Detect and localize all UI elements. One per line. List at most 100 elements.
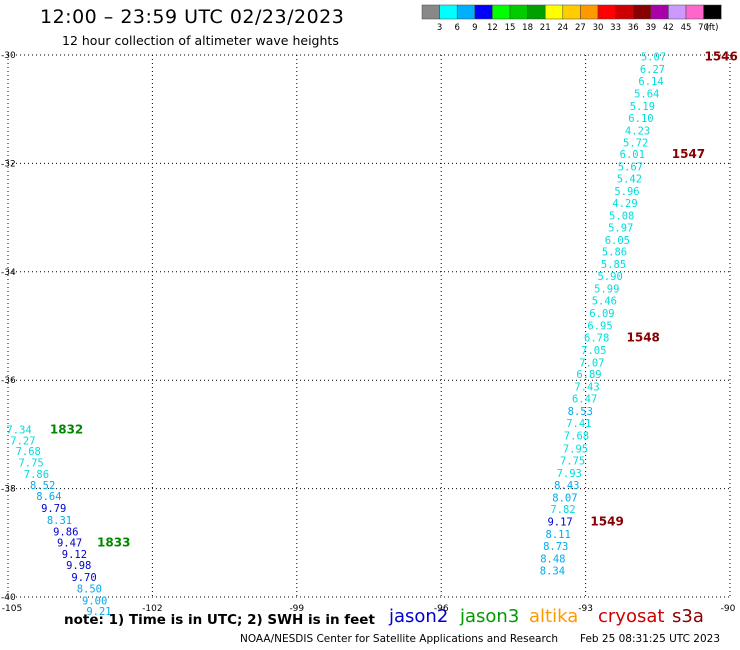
swh-point: 9.21: [86, 606, 111, 618]
swh-point: 5.90: [597, 271, 622, 283]
swh-point: 4.29: [612, 198, 637, 210]
colorbar-label: 27: [575, 23, 586, 33]
colorbar-label: 15: [505, 23, 516, 33]
colorbar-swatch: [474, 4, 493, 20]
swh-point: 4.23: [625, 125, 650, 137]
swh-point: 5.64: [634, 88, 659, 100]
colorbar-swatch: [421, 4, 440, 20]
swh-point: 5.85: [601, 259, 626, 271]
swh-point: 8.43: [554, 480, 579, 492]
swh-point: 7.95: [563, 443, 588, 455]
swh-point: 9.98: [66, 560, 91, 572]
swh-point: 7.27: [10, 435, 35, 447]
swh-point: 7.68: [564, 430, 589, 442]
colorbar-label: 36: [628, 23, 639, 33]
swh-point: 6.14: [638, 76, 663, 88]
swh-point: 5.42: [617, 174, 642, 186]
time-label: 1832: [50, 423, 83, 437]
colorbar-swatch: [527, 4, 546, 20]
x-tick-label: -105: [2, 604, 22, 614]
swh-point: 6.89: [576, 369, 601, 381]
swh-point: 9.79: [41, 503, 66, 515]
swh-point: 5.08: [609, 210, 634, 222]
swh-point: 6.95: [587, 320, 612, 332]
swh-point: 8.34: [540, 565, 565, 577]
footer-note: note: 1) Time is in UTC; 2) SWH is in fe…: [64, 612, 375, 628]
y-tick-label: -40: [1, 593, 16, 603]
colorbar-swatch: [685, 4, 704, 20]
swh-point: 8.73: [543, 541, 568, 553]
swh-point: 9.12: [62, 549, 87, 561]
swh-point: 6.78: [584, 332, 609, 344]
swh-point: 9.17: [547, 517, 572, 529]
swh-point: 6.05: [605, 235, 630, 247]
legend-jason2: jason2: [389, 606, 449, 627]
colorbar-label: 18: [522, 23, 533, 33]
swh-point: 5.99: [594, 284, 619, 296]
colorbar-swatch: [544, 4, 564, 20]
colorbar-swatch: [562, 4, 581, 20]
time-label: 1833: [97, 535, 130, 549]
colorbar-swatch: [509, 4, 528, 20]
swh-point: 6.10: [628, 113, 653, 125]
colorbar: 3 6 9 12 15 18 21 24 27 30 33 36 39 42 45 70(ft): [421, 4, 722, 33]
colorbar-label: 70: [698, 23, 709, 33]
swh-point: 5.46: [592, 296, 617, 308]
swh-point: 8.07: [552, 492, 577, 504]
colorbar-label: 39: [645, 23, 656, 33]
time-label: 1548: [627, 330, 660, 344]
x-tick-label: -93: [578, 604, 593, 614]
swh-point: 7.75: [18, 458, 43, 470]
legend-altika: altika: [529, 606, 579, 627]
y-tick-label: -34: [1, 268, 16, 278]
colorbar-label: (ft): [706, 23, 719, 33]
colorbar-swatch: [492, 4, 511, 20]
colorbar-label: 12: [487, 23, 498, 33]
swh-point: 7.68: [16, 446, 41, 458]
y-tick-label: -36: [1, 376, 16, 386]
swh-point: 5.97: [608, 222, 633, 234]
colorbar-label: 42: [663, 23, 674, 33]
footer-credit: NOAA/NESDIS Center for Satellite Applica…: [240, 633, 558, 645]
colorbar-swatch: [597, 4, 616, 20]
colorbar-label: 45: [681, 23, 692, 33]
grid: [7, 54, 731, 598]
swh-point: 8.53: [568, 406, 593, 418]
colorbar-label: 30: [593, 23, 604, 33]
y-tick-label: -30: [1, 51, 16, 61]
x-tick-label: -99: [289, 604, 304, 614]
colorbar-swatch: [439, 4, 458, 20]
swh-point: 9.00: [82, 595, 107, 607]
swh-point: 5.07: [641, 52, 666, 64]
swh-point: 7.05: [581, 345, 606, 357]
swh-point: 6.01: [620, 149, 645, 161]
legend-s3a: s3a: [672, 606, 704, 627]
swh-point: 6.09: [589, 308, 614, 320]
colorbar-swatch: [580, 4, 599, 20]
colorbar-label: 21: [540, 23, 551, 33]
swh-point: 6.27: [640, 64, 665, 76]
y-tick-label: -38: [1, 485, 16, 495]
swh-point: 5.86: [602, 247, 627, 259]
swh-point: 8.11: [546, 529, 571, 541]
swh-point: 8.52: [30, 480, 55, 492]
colorbar-label: 24: [557, 23, 568, 33]
swh-point: 9.86: [53, 526, 78, 538]
swh-point: 5.19: [630, 101, 655, 113]
swh-point: 5.67: [618, 162, 643, 174]
swh-point: 7.86: [24, 469, 49, 481]
colorbar-swatch: [668, 4, 687, 20]
colorbar-swatch: [456, 4, 476, 20]
swh-point: 7.34: [6, 425, 31, 437]
swh-point: 5.96: [614, 186, 639, 198]
x-tick-label: -90: [721, 604, 736, 614]
swh-point: 7.75: [560, 455, 585, 467]
swh-point: 5.72: [623, 137, 648, 149]
colorbar-label: 6: [454, 23, 459, 33]
colorbar-label: 3: [437, 23, 442, 33]
colorbar-label: 9: [472, 23, 477, 33]
colorbar-swatch: [703, 4, 722, 20]
swh-point: 8.50: [77, 583, 102, 595]
swh-point: 7.82: [550, 504, 575, 516]
